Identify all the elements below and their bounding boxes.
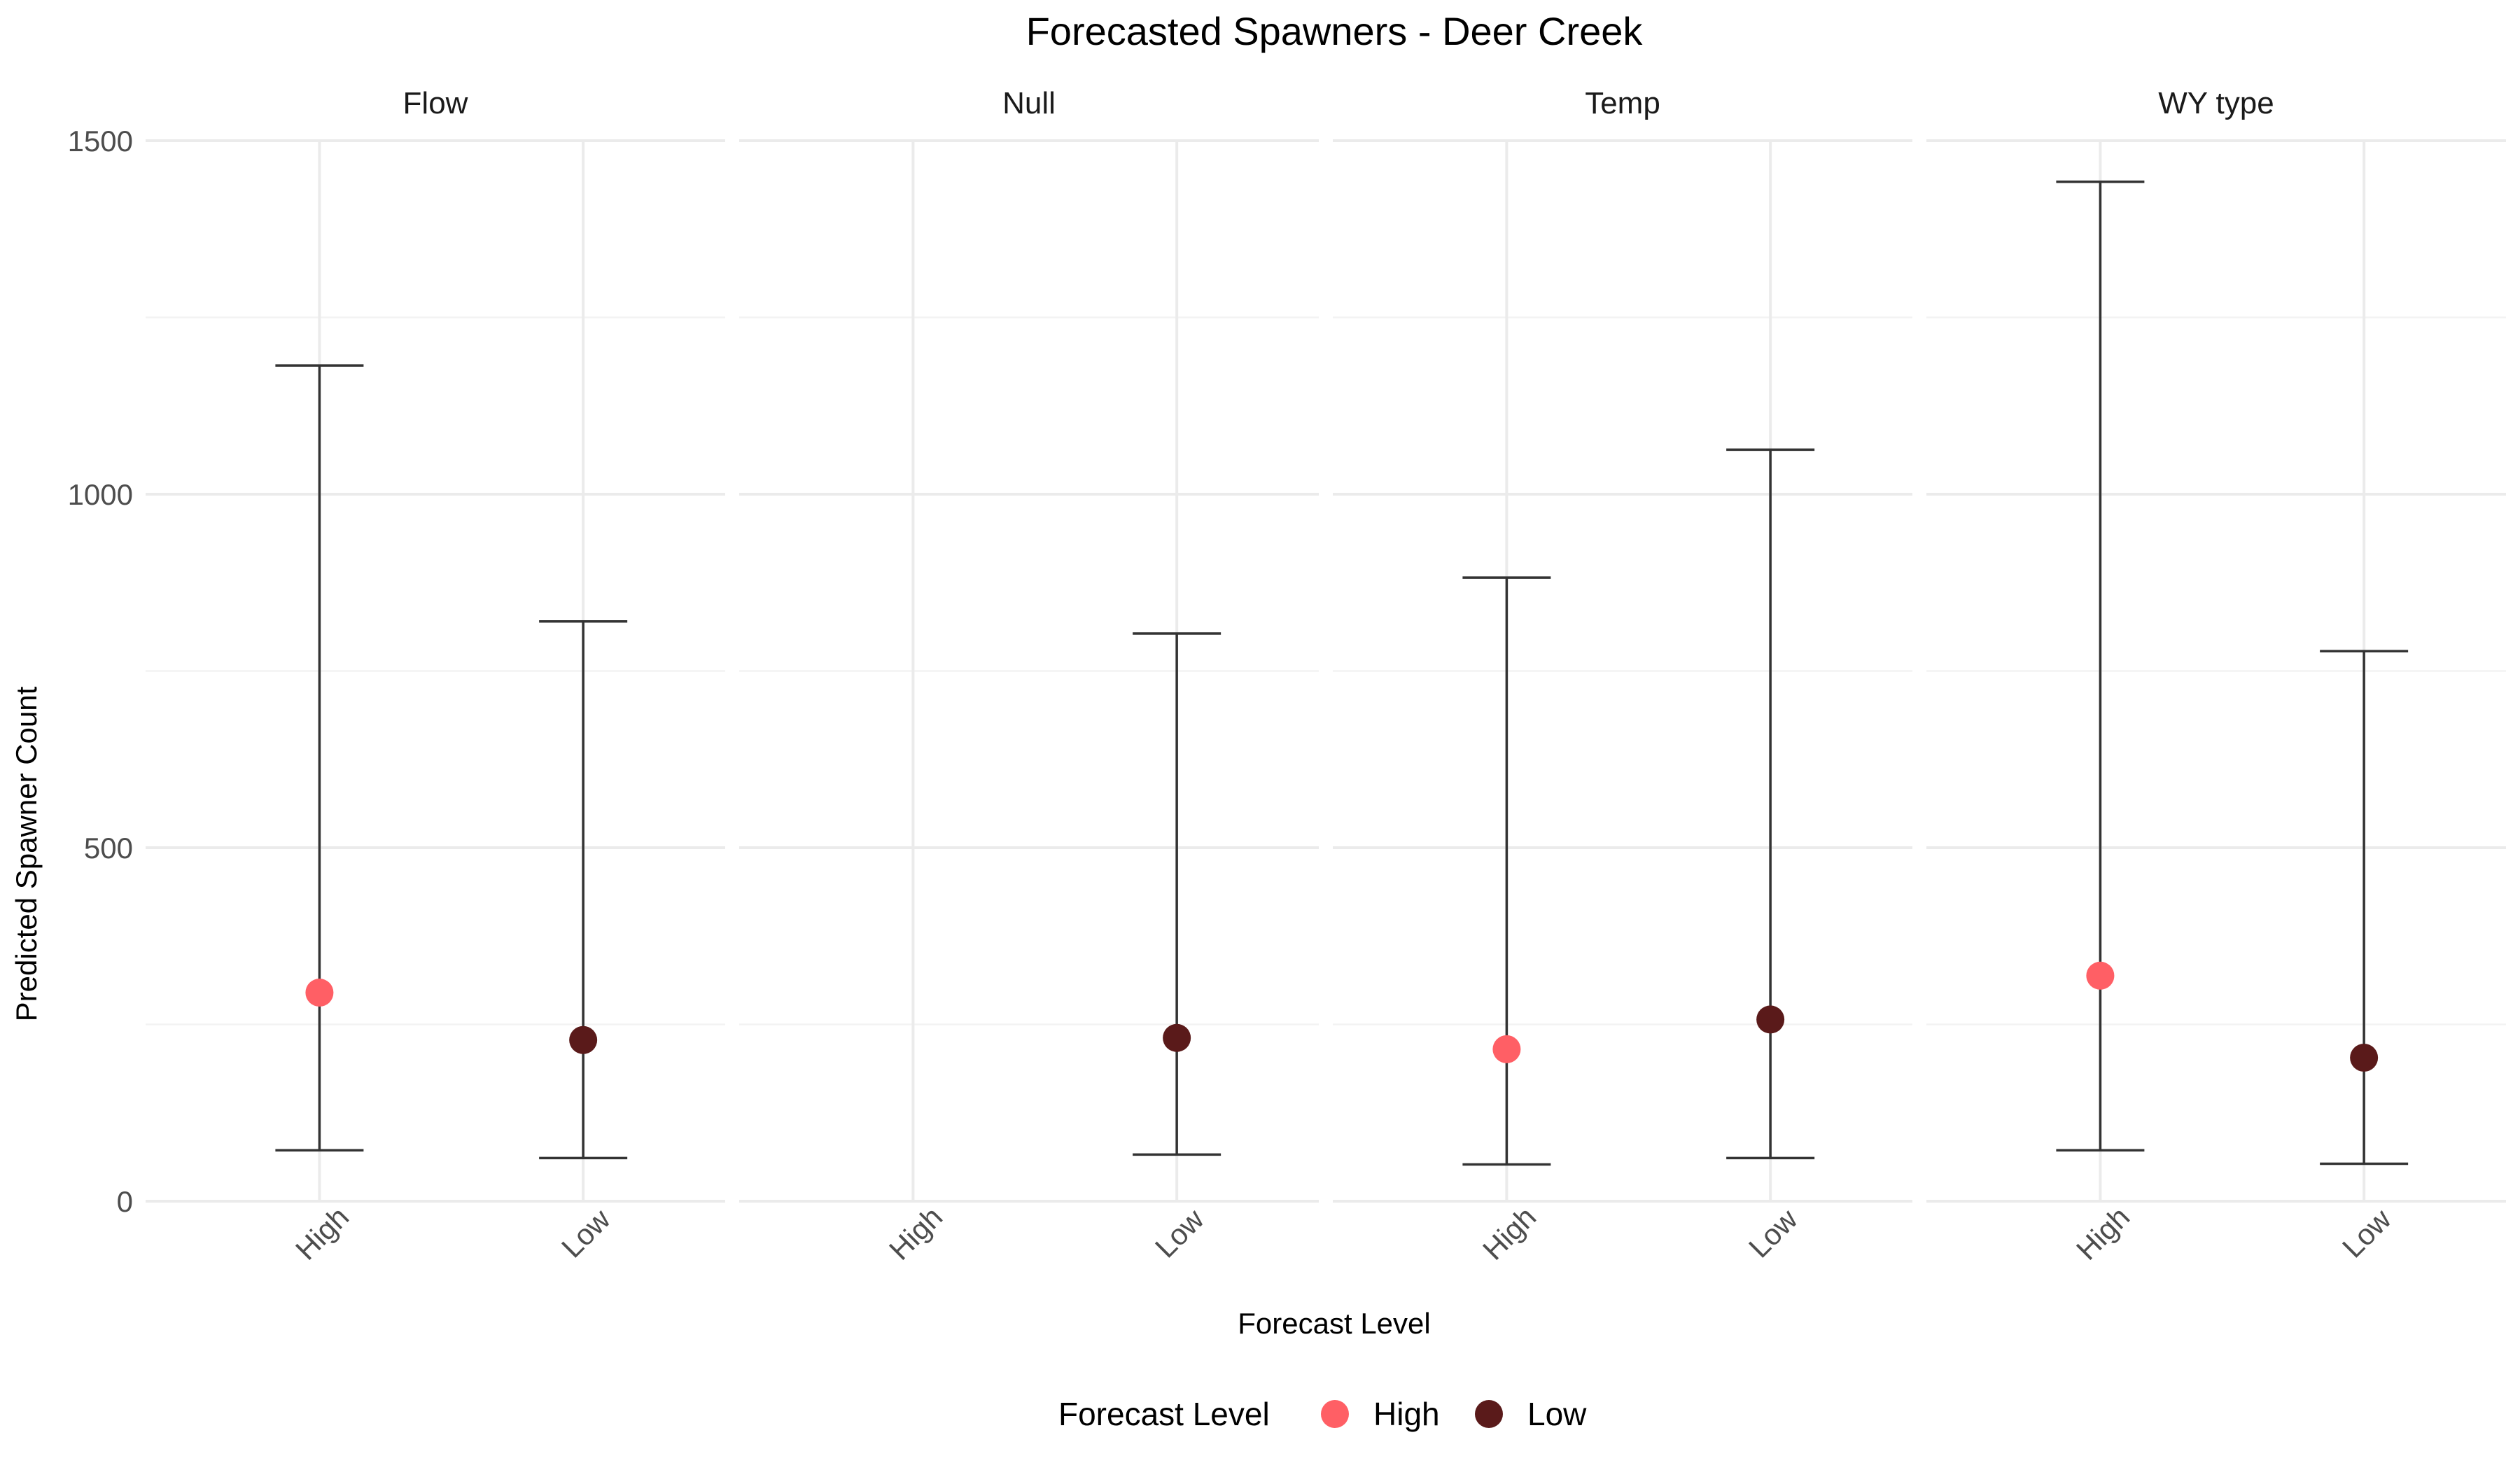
y-tick-label: 0	[117, 1185, 133, 1218]
x-tick-label: Low	[2336, 1202, 2398, 1264]
legend-low-label: Low	[1527, 1396, 1587, 1432]
facet-panel: Flow High Low	[146, 86, 725, 1266]
facet-panel: Temp High Low	[1333, 86, 1912, 1266]
x-tick-label: High	[289, 1200, 355, 1266]
x-tick-label: Low	[1149, 1202, 1210, 1264]
facet-strip-label: Flow	[403, 86, 468, 120]
legend-high-marker	[1321, 1400, 1349, 1428]
data-point	[305, 979, 334, 1007]
y-tick-label: 500	[84, 832, 133, 864]
x-tick-label: High	[1476, 1200, 1542, 1266]
legend-title: Forecast Level	[1058, 1396, 1270, 1432]
x-tick-label: Low	[1742, 1202, 1804, 1264]
y-axis-title: Predicted Spawner Count	[10, 686, 43, 1021]
x-tick-label: Low	[555, 1202, 617, 1264]
x-tick-label: High	[2070, 1200, 2136, 1266]
y-tick-label: 1000	[68, 478, 133, 511]
data-point	[1492, 1035, 1521, 1063]
data-point	[2350, 1043, 2379, 1072]
y-tick-labels: 0 500 1000 1500	[68, 125, 133, 1218]
facet-strip-label: WY type	[2158, 86, 2274, 120]
legend-high-label: High	[1373, 1396, 1440, 1432]
y-tick-label: 1500	[68, 125, 133, 158]
legend: Forecast Level High Low	[1058, 1396, 1587, 1432]
facet-panel: Null High Low	[739, 86, 1319, 1266]
data-point	[2086, 961, 2115, 990]
data-point	[569, 1026, 598, 1054]
chart-title: Forecasted Spawners - Deer Creek	[1026, 9, 1644, 53]
x-axis-title: Forecast Level	[1238, 1307, 1430, 1340]
data-point	[1756, 1005, 1785, 1034]
facet-panel: WY type High Low	[1926, 86, 2506, 1266]
data-point	[1163, 1023, 1191, 1052]
facet-strip-label: Temp	[1585, 86, 1660, 120]
facet-strip-label: Null	[1002, 86, 1056, 120]
legend-low-marker	[1475, 1400, 1503, 1428]
x-tick-label: High	[883, 1200, 948, 1266]
